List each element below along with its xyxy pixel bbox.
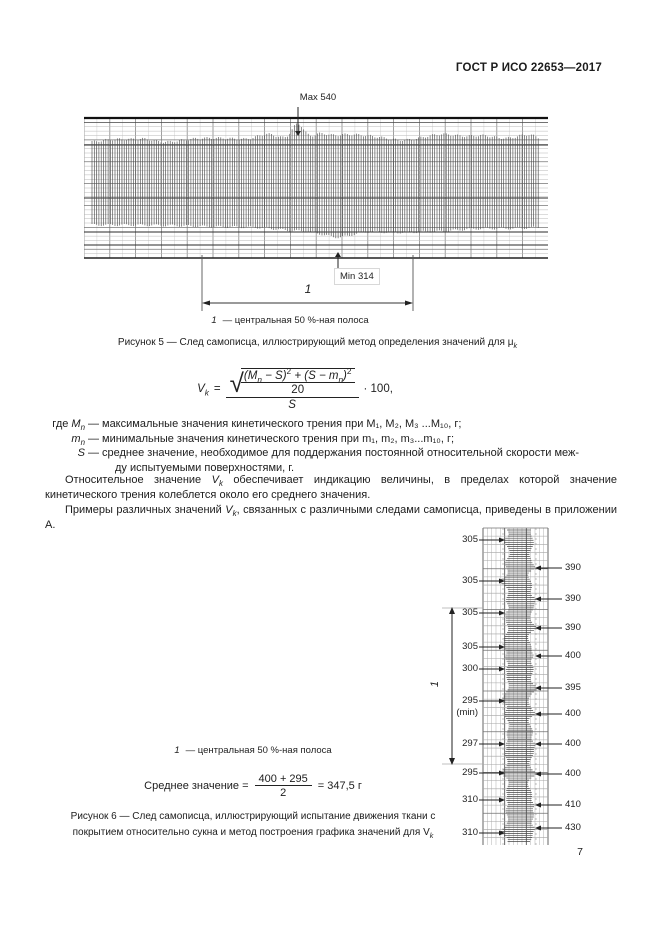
fig6-min-note: (min) — [456, 707, 478, 718]
fig6-left-label: 297 — [462, 738, 478, 749]
paragraph-relative-value: Относительное значение Vk обеспечивает и… — [45, 474, 617, 501]
definition-row: mn — минимальные значения кинетического … — [71, 432, 455, 447]
formula-vk: Vk = √ (Mn − S)2 + (S − mn)2 20 S · 100, — [30, 364, 560, 414]
fig6-left-label: 295 — [462, 695, 478, 706]
fig6-left-label: 310 — [462, 794, 478, 805]
fig5-caption-text: Рисунок 5 — След самописца, иллюстрирующ… — [117, 337, 514, 348]
fig6-left-label: 305 — [462, 641, 478, 652]
fig6-right-label: 430 — [565, 822, 581, 833]
fig5-caption: Рисунок 5 — След самописца, иллюстрирующ… — [45, 337, 590, 350]
fig6-right-label: 400 — [565, 768, 581, 779]
fig6-left-label: 295 — [462, 767, 478, 778]
fig5-min-label: Min 314 — [334, 268, 380, 285]
figure6-chart — [442, 527, 562, 845]
mean-result: = 347,5 г — [317, 780, 362, 792]
fig6-left-label: 300 — [462, 663, 478, 674]
fig5-caption-sub: k — [513, 341, 518, 350]
mean-fraction: 400 + 295 2 — [254, 773, 312, 799]
paragraph-examples: Примеры различных значений Vk, связанных… — [45, 504, 617, 531]
fig5-band-dimension-label: 1 — [304, 282, 312, 296]
fig6-legend-item: 1 — [174, 745, 180, 756]
formula-outer-fraction: √ (Mn − S)2 + (S − mn)2 20 S — [225, 367, 359, 411]
formula-factor: · 100, — [363, 383, 393, 395]
fig5-legend-text: — центральная 50 %-ная полоса — [222, 315, 369, 326]
fig6-left-label: 305 — [462, 575, 478, 586]
fig6-right-label: 395 — [565, 682, 581, 693]
fig6-right-label: 390 — [565, 562, 581, 573]
fig6-left-label: 305 — [462, 607, 478, 618]
definition-row: S — среднее значение, необходимое для по… — [77, 447, 580, 474]
fig6-legend: 1 — центральная 50 %-ная полоса — [45, 745, 461, 756]
fig6-caption-line1: Рисунок 6 — След самописца, иллюстрирующ… — [70, 811, 436, 822]
fig6-band-dimension-label: 1 — [429, 680, 441, 688]
fig6-caption-sub: k — [429, 831, 434, 840]
definitions-list: где Mn — максимальные значения кинетичес… — [45, 417, 619, 475]
fig6-left-label: 305 — [462, 534, 478, 545]
definition-row: где Mn — максимальные значения кинетичес… — [52, 418, 462, 433]
fig6-right-label: 400 — [565, 650, 581, 661]
formula-equals: = — [213, 383, 221, 395]
mean-value-line: Среднее значение = 400 + 295 2 = 347,5 г — [45, 770, 461, 802]
document-header: ГОСТ Р ИСО 22653—2017 — [455, 62, 602, 74]
fig6-caption-line2: покрытием относительно сукна и метод пос… — [72, 827, 430, 838]
fig5-max-label: Max 540 — [299, 92, 337, 103]
sqrt-sign: √ — [229, 368, 244, 399]
fig6-right-label: 400 — [565, 738, 581, 749]
figure5-chart — [84, 107, 548, 311]
formula-inner-fraction: (Mn − S)2 + (S − mn)2 20 — [240, 367, 355, 396]
fig6-right-label: 400 — [565, 708, 581, 719]
fig6-right-label: 390 — [565, 622, 581, 633]
fig6-right-label: 390 — [565, 593, 581, 604]
fig6-legend-text: — центральная 50 %-ная полоса — [185, 745, 332, 756]
mean-prefix: Среднее значение = — [144, 780, 249, 792]
formula-lhs: Vk — [197, 383, 209, 398]
fig6-left-label: 310 — [462, 827, 478, 838]
fig6-caption: Рисунок 6 — След самописца, иллюстрирующ… — [45, 809, 461, 841]
fig5-legend: 1 — центральная 50 %-ная полоса — [60, 315, 520, 326]
fig6-right-label: 410 — [565, 799, 581, 810]
fig5-legend-item: 1 — [211, 315, 217, 326]
page-number: 7 — [577, 846, 583, 858]
